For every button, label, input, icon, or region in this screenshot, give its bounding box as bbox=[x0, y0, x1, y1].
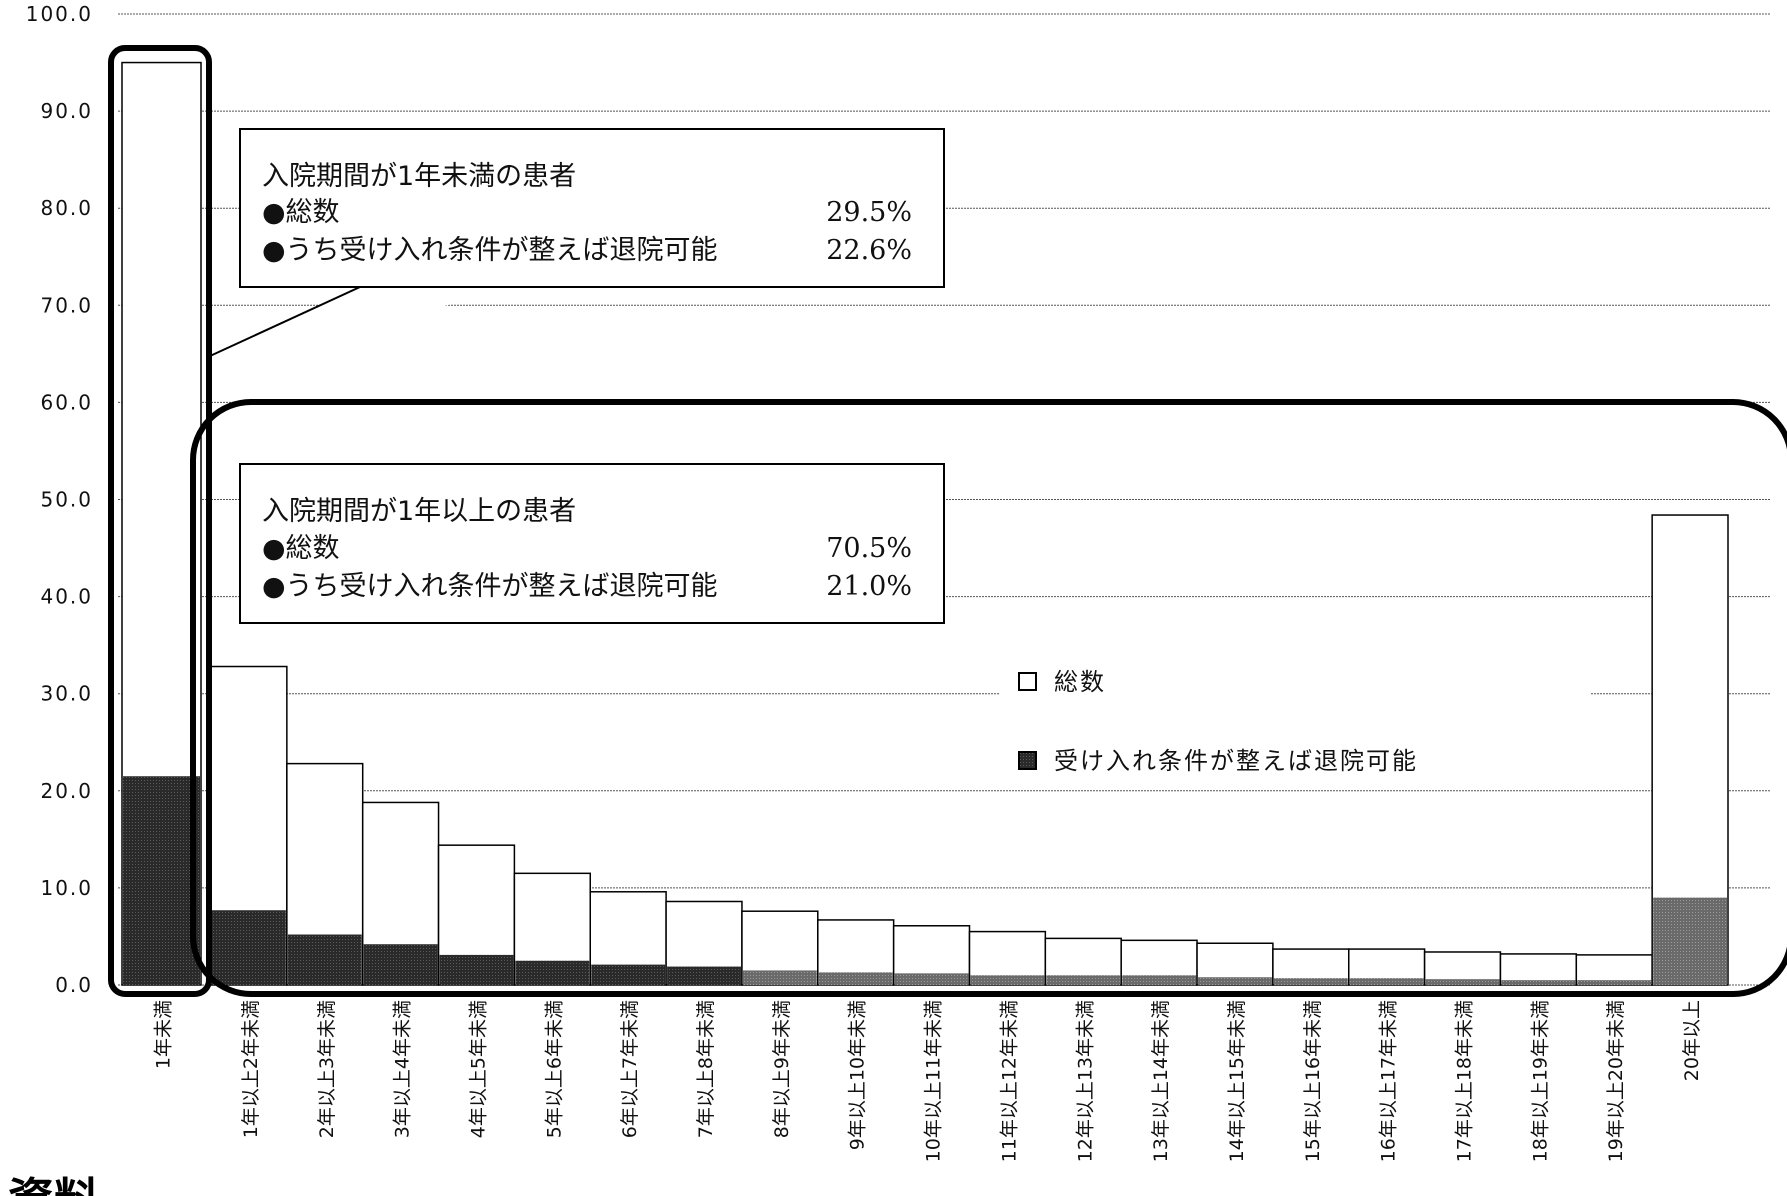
x-tick-label: 4年以上5年未満 bbox=[467, 1000, 489, 1138]
annotation-over-1yr: 入院期間が1年以上の患者 ●総数 70.5% ●うち受け入れ条件が整えば退院可能… bbox=[239, 463, 945, 624]
x-tick-label: 11年以上12年未満 bbox=[998, 1000, 1020, 1162]
annotation-discharge-label: ●うち受け入れ条件が整えば退院可能 bbox=[262, 571, 718, 602]
y-tick-label: 80.0 bbox=[40, 196, 93, 220]
x-tick-label: 13年以上14年未満 bbox=[1150, 1000, 1172, 1162]
bar-discharge bbox=[1425, 979, 1500, 985]
x-tick-label: 6年以上7年未満 bbox=[619, 1000, 641, 1138]
y-tick-label: 70.0 bbox=[40, 293, 93, 317]
bar-discharge bbox=[742, 970, 817, 985]
x-tick-label: 9年以上10年未満 bbox=[847, 1000, 869, 1150]
legend-label-total: 総数 bbox=[1054, 668, 1106, 696]
x-tick-label: 3年以上4年未満 bbox=[392, 1000, 414, 1138]
bar-discharge bbox=[1122, 975, 1197, 985]
x-tick-label: 12年以上13年未満 bbox=[1074, 1000, 1096, 1162]
x-tick-label: 8年以上9年未満 bbox=[771, 1000, 793, 1138]
legend: 総数 受け入れ条件が整えば退院可能 bbox=[1000, 658, 1590, 788]
bar-total bbox=[1575, 954, 1653, 986]
bar-discharge bbox=[1198, 977, 1272, 985]
bar-discharge bbox=[1577, 980, 1652, 985]
bar-discharge bbox=[1653, 897, 1727, 985]
annotation-box bbox=[239, 128, 945, 288]
bar-discharge bbox=[667, 966, 741, 985]
y-tick-label: 50.0 bbox=[40, 488, 93, 512]
y-tick-label: 40.0 bbox=[40, 585, 93, 609]
x-tick-label: 5年以上6年未満 bbox=[543, 1000, 565, 1138]
bar-discharge bbox=[363, 944, 438, 985]
x-tick-label: 17年以上18年未満 bbox=[1454, 1000, 1476, 1162]
y-tick-label: 30.0 bbox=[40, 682, 93, 706]
x-tick-label: 14年以上15年未満 bbox=[1226, 1000, 1248, 1162]
legend-swatch-discharge bbox=[1018, 751, 1037, 770]
bar-discharge bbox=[515, 960, 590, 985]
x-tick-label: 7年以上8年未満 bbox=[695, 1000, 717, 1138]
x-tick-label: 1年未満 bbox=[153, 1000, 175, 1069]
x-tick-label: 1年以上2年未満 bbox=[240, 1000, 262, 1138]
y-tick-label: 60.0 bbox=[40, 390, 93, 414]
x-tick-label: 15年以上16年未満 bbox=[1302, 1000, 1324, 1162]
y-tick-label: 20.0 bbox=[40, 779, 93, 803]
annotation-total-label: ●総数 bbox=[262, 197, 340, 228]
bar-discharge bbox=[970, 975, 1045, 985]
y-tick-label: 0.0 bbox=[55, 973, 93, 997]
x-axis-labels: 1年未満 1年以上2年未満 2年以上3年未満 3年以上4年未満 4年以上5年未満 5年以上… bbox=[153, 1000, 1704, 1162]
x-tick-label: 2年以上3年未満 bbox=[316, 1000, 338, 1138]
x-tick-label: 20年以上 bbox=[1681, 1000, 1703, 1081]
bar-discharge bbox=[212, 910, 286, 985]
x-tick-label: 19年以上20年未満 bbox=[1605, 1000, 1627, 1162]
x-tick-label: 16年以上17年未満 bbox=[1378, 1000, 1400, 1162]
bars bbox=[121, 61, 1729, 986]
legend-background bbox=[1000, 658, 1590, 788]
y-axis-ticks: 0.0 10.0 20.0 30.0 40.0 50.0 60.0 70.0 80.0 90.0 1… bbox=[26, 2, 93, 997]
bar-total bbox=[1499, 953, 1578, 986]
y-tick-label: 90.0 bbox=[40, 99, 93, 123]
annotation-title: 入院期間が1年未満の患者 bbox=[262, 161, 576, 192]
annotation-title: 入院期間が1年以上の患者 bbox=[262, 496, 576, 527]
annotation-box bbox=[239, 463, 945, 624]
bar-discharge bbox=[818, 972, 893, 985]
bar-discharge bbox=[1501, 980, 1576, 985]
highlight-frame-over-1yr bbox=[190, 399, 1787, 997]
annotation-total-value: 70.5% bbox=[826, 533, 912, 564]
annotation-total-value: 29.5% bbox=[826, 197, 912, 228]
legend-label-discharge: 受け入れ条件が整えば退院可能 bbox=[1054, 747, 1418, 775]
annotation-discharge-value: 22.6% bbox=[826, 235, 912, 266]
x-tick-label: 18年以上19年未満 bbox=[1529, 1000, 1551, 1162]
x-tick-label: 10年以上11年未満 bbox=[923, 1000, 945, 1162]
bar-discharge bbox=[1273, 978, 1348, 985]
bar-discharge bbox=[1046, 975, 1121, 985]
bar-discharge bbox=[439, 954, 514, 985]
y-tick-label: 10.0 bbox=[40, 876, 93, 900]
highlight-frame-under-1yr bbox=[108, 45, 212, 997]
bar-discharge bbox=[591, 964, 666, 985]
y-tick-label: 100.0 bbox=[26, 2, 93, 26]
annotation-total-label: ●総数 bbox=[262, 533, 340, 564]
annotation-discharge-value: 21.0% bbox=[826, 571, 912, 602]
annotation-discharge-label: ●うち受け入れ条件が整えば退院可能 bbox=[262, 235, 718, 266]
bar-discharge bbox=[287, 934, 362, 985]
annotation-under-1yr: 入院期間が1年未満の患者 ●総数 29.5% ●うち受け入れ条件が整えば退院可能… bbox=[209, 128, 945, 357]
annotation-pointer bbox=[209, 286, 532, 357]
bar-discharge bbox=[123, 776, 200, 985]
bar-discharge bbox=[1349, 978, 1424, 985]
footer-caption: 資料－－－ bbox=[8, 1173, 238, 1196]
legend-swatch-total bbox=[1018, 672, 1037, 691]
bar-discharge bbox=[894, 973, 969, 985]
